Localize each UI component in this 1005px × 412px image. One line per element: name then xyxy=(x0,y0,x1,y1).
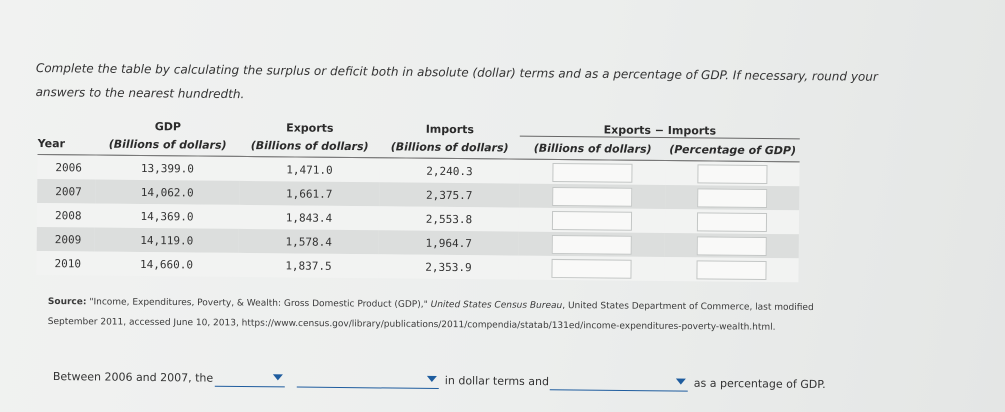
question-sentence: Between 2006 and 2007, the in dollar ter… xyxy=(53,364,853,400)
year-cell: 2007 xyxy=(37,178,96,204)
gdp-cell: 14,660.0 xyxy=(94,251,239,277)
question-middle: in dollar terms and xyxy=(444,374,550,389)
surplus-percent-input-2007[interactable] xyxy=(697,187,768,208)
surplus-dollars-input-2010[interactable] xyxy=(551,258,632,279)
surplus-percent-input-2010[interactable] xyxy=(696,259,767,280)
instructions-text: Complete the table by calculating the su… xyxy=(35,60,878,102)
surplus-dollars-input-2007[interactable] xyxy=(552,186,633,207)
question-prefix: Between 2006 and 2007, the xyxy=(52,369,214,385)
exports-cell: 1,661.7 xyxy=(239,180,380,207)
imports-cell: 1,964.7 xyxy=(378,230,519,256)
chevron-down-icon xyxy=(675,378,686,385)
chevron-down-icon xyxy=(426,375,437,383)
year-cell: 2009 xyxy=(36,226,95,252)
year-cell: 2006 xyxy=(37,154,96,180)
exports-cell: 1,471.0 xyxy=(239,156,380,183)
exports-header: Exports xyxy=(286,121,334,135)
imports-cell: 2,375.7 xyxy=(379,182,520,208)
year-cell: 2008 xyxy=(36,202,96,228)
gdp-cell: 13,399.0 xyxy=(95,155,240,181)
measure-dropdown[interactable] xyxy=(296,370,439,390)
exports-cell: 1,578.4 xyxy=(238,228,379,255)
trade-table: GDP Exports Imports Exports − Imports Ye… xyxy=(36,112,800,283)
imports-header: Imports xyxy=(425,122,475,137)
exim-percent-header: (Percentage of GDP) xyxy=(669,142,797,157)
gdp-cell: 14,119.0 xyxy=(94,227,239,253)
surplus-dollars-input-2009[interactable] xyxy=(551,234,632,255)
year-cell: 2010 xyxy=(36,250,95,276)
percentage-dropdown[interactable] xyxy=(549,373,688,392)
exports-cell: 1,843.4 xyxy=(238,204,380,231)
surplus-percent-input-2009[interactable] xyxy=(696,235,767,256)
surplus-percent-input-2008[interactable] xyxy=(696,211,768,232)
question-suffix: as a percentage of GDP. xyxy=(693,376,826,392)
imports-cell: 2,240.3 xyxy=(379,157,520,184)
exim-dollars-header: (Billions of dollars) xyxy=(533,141,652,156)
exports-cell: 1,837.5 xyxy=(238,252,379,279)
gdp-cell: 14,062.0 xyxy=(95,179,240,205)
source-title: "Income, Expenditures, Poverty, & Wealth… xyxy=(89,297,428,310)
gdp-header: GDP xyxy=(154,120,182,134)
gdp-cell: 14,369.0 xyxy=(94,203,240,229)
surplus-percent-input-2006[interactable] xyxy=(697,163,768,184)
gdp-unit-header: (Billions of dollars) xyxy=(108,137,227,152)
surplus-dollars-input-2008[interactable] xyxy=(551,210,633,231)
year-header: Year xyxy=(37,136,66,150)
exports-unit-header: (Billions of dollars) xyxy=(250,138,369,153)
source-label: Source: xyxy=(47,296,87,308)
chevron-down-icon xyxy=(272,374,283,381)
source-publisher: United States Census Bureau xyxy=(430,300,563,312)
imports-cell: 2,553.8 xyxy=(378,206,520,232)
imports-unit-header: (Billions of dollars) xyxy=(390,139,509,155)
source-citation: Source: "Income, Expenditures, Poverty, … xyxy=(48,292,848,338)
imports-cell: 2,353.9 xyxy=(378,254,519,280)
direction-dropdown[interactable] xyxy=(214,369,285,388)
surplus-dollars-input-2006[interactable] xyxy=(552,162,633,183)
